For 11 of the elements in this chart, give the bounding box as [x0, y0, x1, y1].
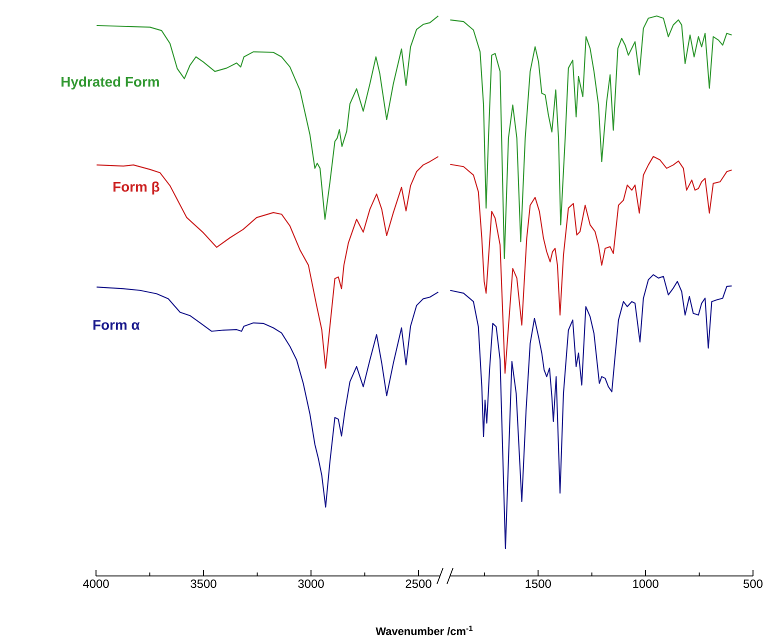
series-label: Hydrated Form — [62, 76, 159, 90]
x-tick-label: 3000 — [298, 580, 324, 588]
x-axis-title: Wavenumber /cm$^{-1}$ — [376, 626, 473, 636]
x-tick-label: 2500 — [406, 580, 432, 588]
x-tick-label: 3500 — [190, 580, 216, 588]
x-tick-label: 4000 — [82, 580, 109, 588]
x-tick-label: 500 — [744, 580, 763, 588]
x-tick-label: 1500 — [526, 580, 551, 588]
text: Form α — [93, 320, 140, 330]
x-tick-label: 1000 — [633, 580, 658, 588]
series-label: Form β — [113, 181, 160, 194]
